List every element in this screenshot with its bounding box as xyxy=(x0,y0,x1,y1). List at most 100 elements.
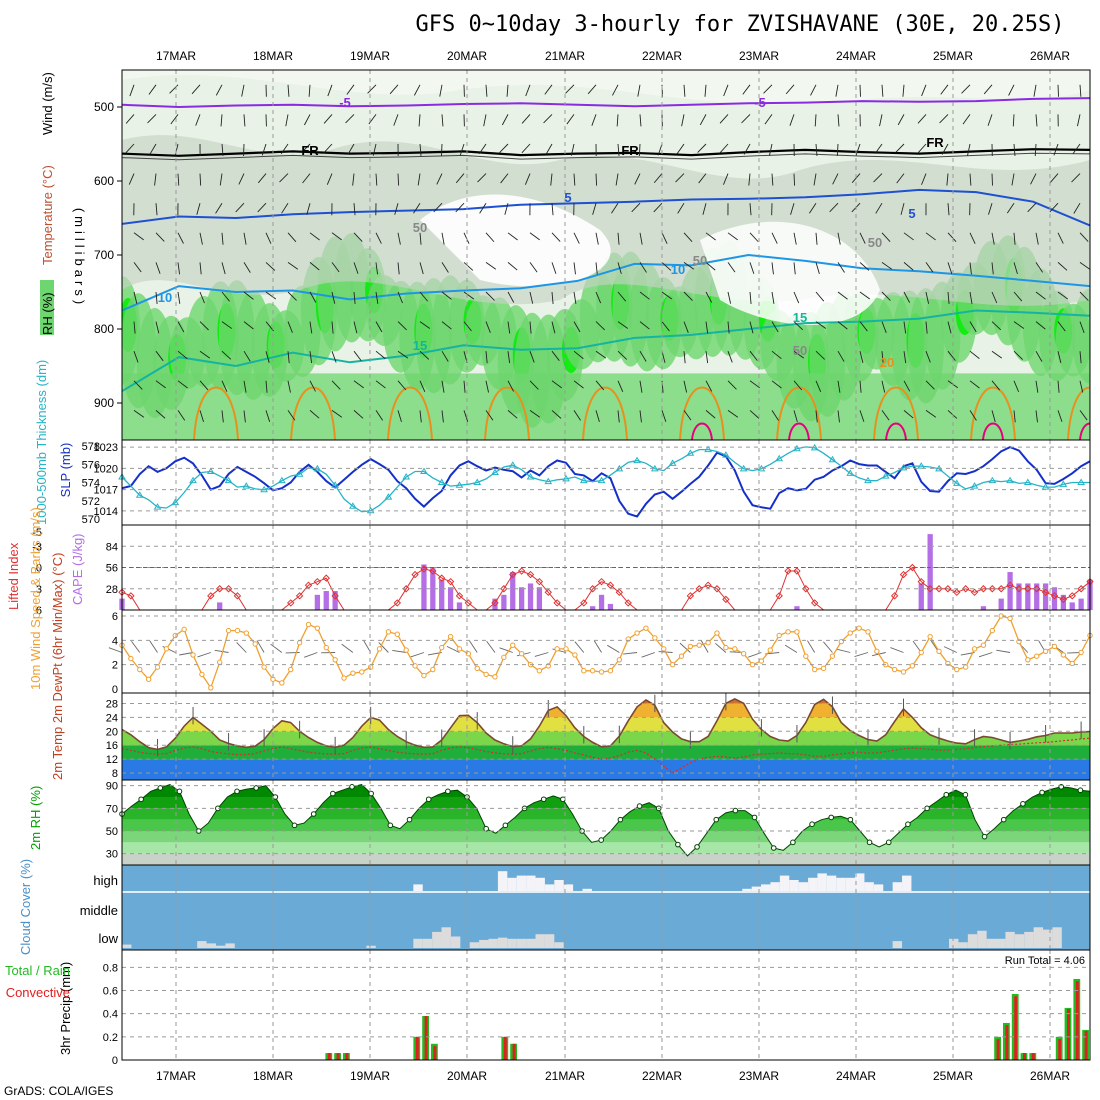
wind-barb xyxy=(925,291,930,304)
wind-barb xyxy=(947,321,952,334)
rh-point xyxy=(675,841,681,848)
wind-barb-10m xyxy=(149,640,158,653)
slp-tick-label: 1017 xyxy=(94,485,118,497)
wind-barb-10m xyxy=(836,648,851,653)
x-tick-label-bottom: 17MAR xyxy=(156,1069,196,1083)
lifted-index-point xyxy=(686,592,695,600)
lifted-index-point xyxy=(127,592,135,600)
wind-barb xyxy=(1049,173,1059,183)
wind-barb xyxy=(243,380,247,393)
wind-barb xyxy=(279,173,289,183)
wind-barb xyxy=(375,173,378,186)
wind-barb xyxy=(154,173,157,186)
wind-barb xyxy=(177,410,186,421)
y-tick-label: 900 xyxy=(94,396,114,410)
thickness-point xyxy=(206,467,215,475)
cloud-low-bar xyxy=(554,942,564,948)
wind-speed-point xyxy=(199,671,205,678)
wind-barb xyxy=(265,262,276,271)
cape-bar xyxy=(518,587,525,610)
precip-convective-bar xyxy=(512,1043,516,1060)
lifted-index-point xyxy=(393,599,402,607)
wind-barb xyxy=(419,380,426,392)
wind-barb xyxy=(419,350,430,360)
wind-barb xyxy=(309,351,313,364)
cape-bar xyxy=(607,603,614,610)
temperature-contour-20 xyxy=(387,386,433,440)
precip-convective-bar xyxy=(433,1046,437,1060)
temperature-contour-25 xyxy=(1079,422,1090,440)
wind-barb xyxy=(764,114,773,125)
wind-barb xyxy=(917,114,927,124)
wind-barb xyxy=(947,232,957,242)
cape-bar xyxy=(927,534,933,610)
rh-point xyxy=(1020,801,1026,807)
wind-barb xyxy=(683,321,689,333)
wind-barb xyxy=(676,143,685,155)
wind-barb xyxy=(925,410,937,418)
temperature-contour xyxy=(122,253,1090,312)
rh-point xyxy=(330,790,336,797)
x-tick-label-bottom: 24MAR xyxy=(836,1069,876,1083)
thickness-point xyxy=(349,502,357,509)
wind-barb xyxy=(243,291,254,300)
temp-tick-label: 16 xyxy=(106,740,118,752)
wind-barb xyxy=(612,84,619,96)
slp-tick-label: 1023 xyxy=(94,442,118,454)
cape-tick-label: 56 xyxy=(106,563,118,575)
cape-bar xyxy=(918,583,924,610)
wind-barb xyxy=(485,351,488,364)
wind-barb xyxy=(749,203,752,216)
wind-barb xyxy=(459,143,465,156)
ylabel-rh-2m: 2m RH (%) xyxy=(28,786,43,850)
wind-barb xyxy=(969,291,973,304)
wind-barb xyxy=(771,262,774,275)
rh-point xyxy=(866,839,873,846)
wind-barb xyxy=(615,173,619,186)
wind-barb xyxy=(1035,410,1038,423)
cloud-high-bar xyxy=(836,877,846,891)
precip-tick-label: 0 xyxy=(112,1055,118,1067)
wind-barb xyxy=(815,350,826,360)
wind-barb xyxy=(195,114,201,126)
wind-barb xyxy=(499,143,509,153)
wind-barb xyxy=(983,84,993,95)
contour-label: FR xyxy=(301,143,319,158)
wind-barb xyxy=(309,232,320,241)
lifted-index-point xyxy=(606,581,615,589)
cape-bar xyxy=(536,587,543,610)
wind-barb xyxy=(639,291,650,300)
cloud-low-bar xyxy=(996,938,1006,948)
wind-barb xyxy=(243,410,246,423)
lifted-index-point xyxy=(491,599,499,607)
wind-barb xyxy=(771,291,775,304)
legend-total-rain: Total / Rain xyxy=(5,963,70,978)
precip-convective-bar xyxy=(1084,1031,1088,1060)
wind-barb-10m xyxy=(807,640,816,653)
rh-dry-patch xyxy=(700,221,880,325)
wind-barb xyxy=(1079,380,1084,393)
wind-barb xyxy=(1079,84,1082,97)
thickness-point xyxy=(988,476,997,484)
thickness-tick-label: 578 xyxy=(82,441,100,453)
wind-barb xyxy=(215,84,223,96)
wind-speed-point xyxy=(261,664,267,670)
wind-barb xyxy=(573,321,581,333)
wind-barb xyxy=(309,291,317,303)
cloud-low-bar xyxy=(422,938,433,948)
thickness-point xyxy=(970,482,979,489)
wind-speed-point xyxy=(501,654,507,661)
thickness-point xyxy=(242,482,251,489)
wind-barb xyxy=(591,114,597,126)
wind-barb xyxy=(837,291,848,300)
cloud-high-bar xyxy=(526,875,536,891)
wind-barb xyxy=(393,114,399,126)
wind-barb-10m xyxy=(410,652,425,658)
wind-barb xyxy=(485,380,489,393)
wind-barb xyxy=(873,173,883,183)
wind-barb xyxy=(617,291,627,302)
wind-barb xyxy=(433,202,443,213)
thickness-point xyxy=(633,456,641,464)
wind-barb xyxy=(177,380,188,389)
wind-barb xyxy=(661,321,670,332)
